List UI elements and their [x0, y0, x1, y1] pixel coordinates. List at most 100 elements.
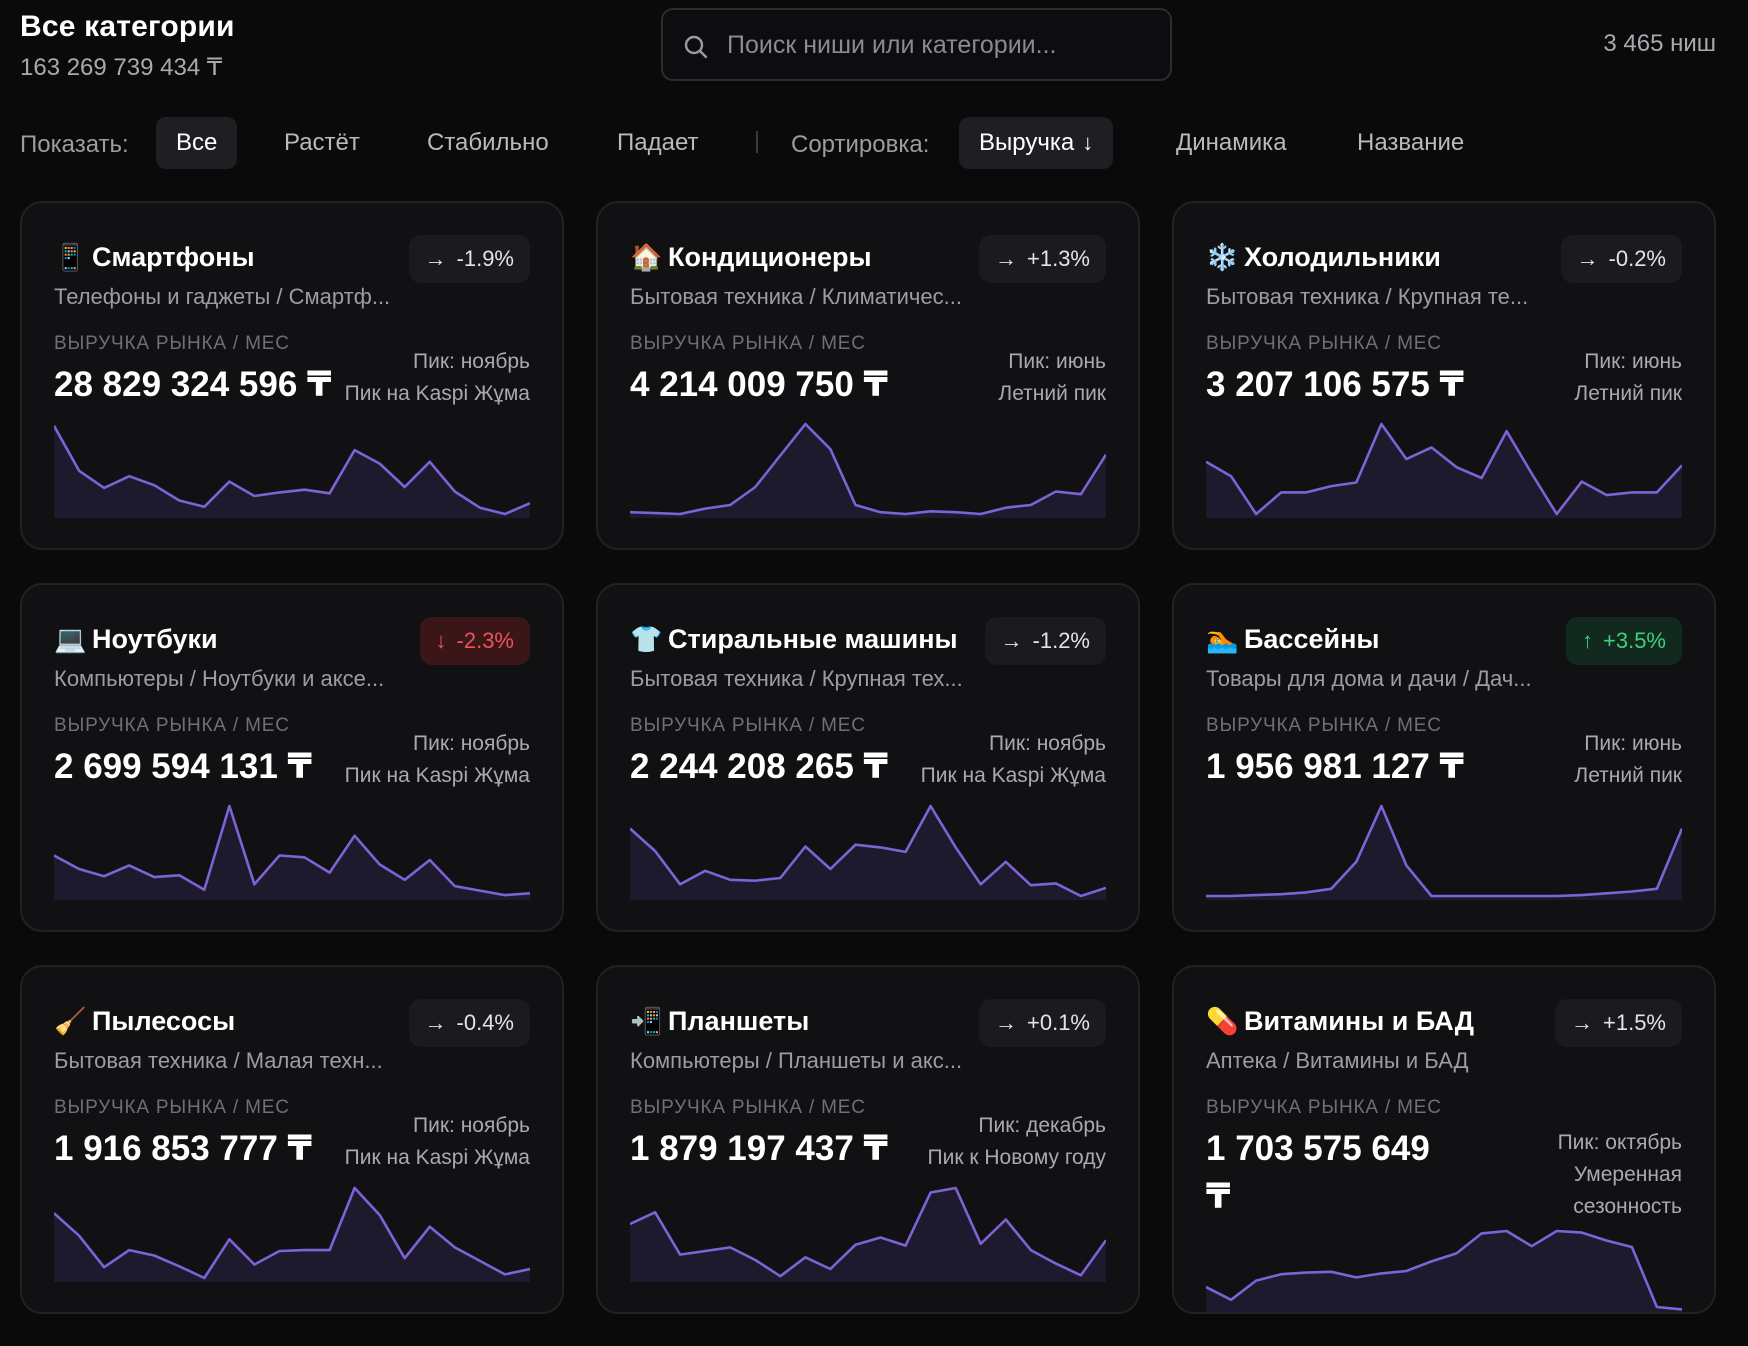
sparkline-line — [630, 422, 1106, 516]
trend-badge: ↑ +3.5% — [1566, 617, 1682, 665]
card-title: Пылесосы — [92, 1005, 236, 1036]
revenue-sparkline — [1206, 804, 1682, 900]
trend-change: +0.1% — [1027, 1010, 1090, 1035]
category-card[interactable]: 💻 Ноутбуки ↓ -2.3% Компьютеры / Ноутбуки … — [20, 583, 564, 932]
peak-line: Пик на Kaspi Жұма — [920, 764, 1106, 787]
sparkline-area — [1206, 1231, 1682, 1312]
show-label: Показать: — [20, 131, 129, 158]
card-header: 💻 Ноутбуки — [54, 621, 218, 657]
sort-label: Сортировка: — [791, 131, 930, 158]
sort-revenue[interactable]: Выручка ↓ — [959, 117, 1114, 169]
sort-revenue-label: Выручка — [979, 129, 1075, 156]
card-header: 💊 Витамины и БАД — [1206, 1003, 1474, 1039]
peak-line: Летний пик — [998, 382, 1106, 405]
category-card[interactable]: 🧹 Пылесосы → -0.4% Бытовая техника / Мала… — [20, 965, 564, 1314]
peak-info: Пик: ноябрь Пик на Kaspi Жұма — [345, 346, 530, 410]
category-grid: 📱 Смартфоны → -1.9% Телефоны и гаджеты / … — [20, 201, 1716, 1346]
peak-line: Пик: июнь — [1584, 350, 1682, 373]
filter-falling[interactable]: Падает — [617, 129, 699, 156]
category-path: Телефоны и гаджеты / Смартф... — [54, 284, 391, 309]
category-card[interactable]: 🏊 Бассейны ↑ +3.5% Товары для дома и дачи… — [1172, 583, 1716, 932]
category-card[interactable]: 💊 Витамины и БАД → +1.5% Аптека / Витамин… — [1172, 965, 1716, 1314]
trend-badge: → -1.2% — [984, 617, 1106, 665]
category-card[interactable]: 🏠 Кондиционеры → +1.3% Бытовая техника / … — [596, 201, 1140, 550]
trend-change: +3.5% — [1603, 628, 1666, 653]
trend-arrow-icon: → — [1571, 1010, 1593, 1035]
peak-line: Пик: июнь — [1584, 732, 1682, 755]
category-path: Компьютеры / Ноутбуки и аксе... — [54, 666, 385, 691]
revenue-sparkline — [54, 425, 530, 518]
sparkline-area — [630, 424, 1106, 518]
trend-change: -0.2% — [1608, 246, 1666, 271]
card-header: 🏊 Бассейны — [1206, 621, 1379, 657]
shirt-icon: 👕 — [630, 623, 663, 654]
peak-line: Пик: ноябрь — [413, 1114, 530, 1137]
filter-growing[interactable]: Растёт — [284, 129, 360, 156]
sort-dynamics[interactable]: Динамика — [1176, 129, 1287, 156]
category-card[interactable]: 📲 Планшеты → +0.1% Компьютеры / Планшеты … — [596, 965, 1140, 1314]
peak-line: Пик: ноябрь — [413, 350, 530, 373]
category-path: Товары для дома и дачи / Дач... — [1206, 666, 1532, 691]
revenue-value: 28 829 324 596 ₸ — [54, 365, 332, 404]
sparkline-area — [630, 1188, 1106, 1282]
page-header: Все категории 163 269 739 434 ₸ 3 465 ни… — [0, 0, 1748, 100]
revenue-sparkline — [1206, 422, 1682, 518]
category-path: Бытовая техника / Малая техн... — [54, 1048, 383, 1073]
category-card[interactable]: 👕 Стиральные машины → -1.2% Бытовая техни… — [596, 583, 1140, 932]
card-header: 🧹 Пылесосы — [54, 1003, 235, 1039]
card-title: Смартфоны — [92, 241, 255, 272]
revenue-label: ВЫРУЧКА РЫНКА / МЕС — [630, 333, 866, 354]
card-header: 👕 Стиральные машины — [630, 621, 958, 657]
sparkline-area — [54, 425, 530, 518]
peak-info: Пик: июнь Летний пик — [1574, 346, 1682, 410]
category-card[interactable]: 📱 Смартфоны → -1.9% Телефоны и гаджеты / … — [20, 201, 564, 550]
sort-name[interactable]: Название — [1357, 129, 1465, 156]
total-revenue: 163 269 739 434 ₸ — [20, 54, 223, 81]
card-title: Кондиционеры — [668, 241, 872, 272]
sparkline-line — [1206, 804, 1682, 898]
peak-line: Летний пик — [1574, 764, 1682, 787]
peak-info: Пик: июнь Летний пик — [998, 346, 1106, 410]
trend-change: -2.3% — [456, 628, 514, 653]
category-card[interactable]: ❄️ Холодильники → -0.2% Бытовая техника /… — [1172, 201, 1716, 550]
sparkline-line — [54, 1186, 530, 1280]
peak-info: Пик: ноябрь Пик на Kaspi Жұма — [921, 728, 1106, 792]
category-path: Бытовая техника / Климатичес... — [630, 284, 962, 309]
trend-arrow-icon: ↑ — [1582, 628, 1593, 653]
card-title: Планшеты — [668, 1005, 810, 1036]
trend-change: -1.2% — [1032, 628, 1090, 653]
trend-arrow-icon: → — [424, 1010, 447, 1035]
trend-badge: → -1.9% — [408, 235, 530, 283]
search-input[interactable] — [727, 26, 1147, 64]
peak-line: Пик на Kaspi Жұма — [344, 764, 530, 787]
trend-change: +1.3% — [1027, 246, 1090, 271]
sparkline-line — [630, 1186, 1106, 1278]
revenue-value: 2 244 208 265 ₸ — [630, 747, 888, 786]
trend-change: +1.5% — [1603, 1010, 1666, 1035]
search-icon — [684, 35, 708, 59]
revenue-value: 2 699 594 131 ₸ — [54, 747, 312, 786]
sparkline-line — [54, 425, 530, 516]
peak-line: Пик: октябрь — [1557, 1131, 1682, 1154]
house-icon: 🏠 — [630, 241, 663, 272]
revenue-sparkline — [1206, 1229, 1682, 1312]
category-path: Бытовая техника / Крупная тех... — [630, 666, 963, 691]
search-box[interactable] — [661, 8, 1172, 81]
trend-arrow-icon: → — [424, 246, 447, 271]
peak-line: Пик к Новому году — [927, 1146, 1107, 1169]
peak-line: Пик на Kaspi Жұма — [344, 1146, 530, 1169]
filter-all[interactable]: Все — [156, 117, 238, 169]
sparkline-area — [630, 806, 1106, 900]
card-header: 📱 Смартфоны — [54, 239, 255, 275]
filter-stable[interactable]: Стабильно — [427, 129, 549, 156]
peak-info: Пик: декабрь Пик к Новому году — [928, 1110, 1107, 1174]
filter-bar: Показать: Все Растёт Стабильно Падает Со… — [0, 115, 1748, 171]
revenue-sparkline — [54, 1186, 530, 1282]
revenue-label: ВЫРУЧКА РЫНКА / МЕС — [54, 1097, 290, 1118]
sparkline-area — [1206, 424, 1682, 518]
revenue-value: 1 703 575 649 ₸ — [1206, 1129, 1430, 1216]
trend-badge: → +1.3% — [979, 235, 1106, 283]
trend-badge: → -0.4% — [408, 999, 530, 1047]
peak-line: Пик: июнь — [1008, 350, 1106, 373]
card-title: Холодильники — [1244, 241, 1441, 272]
